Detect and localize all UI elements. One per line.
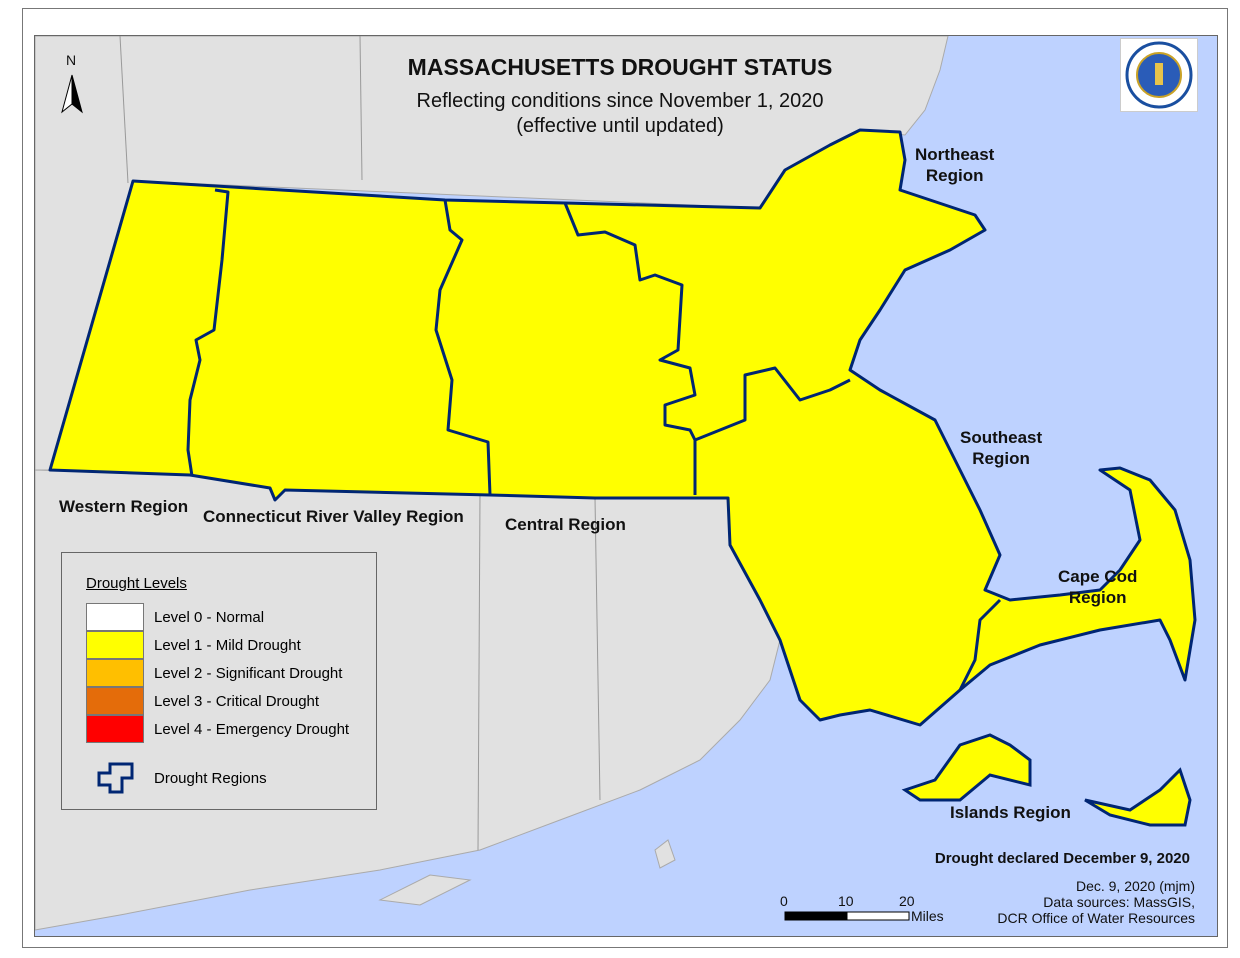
island-block [378, 874, 472, 906]
map-frame [22, 8, 1228, 948]
label-central-region: Central Region [505, 515, 626, 534]
legend-label: Drought Regions [154, 770, 267, 787]
label-line: Region [925, 166, 984, 185]
swatch-level-3 [86, 687, 144, 715]
marthas-vineyard [901, 733, 1032, 802]
legend-title: Drought Levels [86, 575, 187, 592]
massachusetts-seal [1120, 38, 1198, 112]
label-southeast-region: Southeast Region [960, 427, 1042, 469]
boundary-central-northeast [563, 202, 697, 495]
legend-label: Level 4 - Emergency Drought [154, 721, 350, 738]
swatch-level-4 [86, 715, 144, 743]
north-label: N [66, 52, 77, 68]
legend-label: Level 1 - Mild Drought [154, 637, 301, 654]
label-line: Northeast [915, 145, 995, 164]
map-title: MASSACHUSETTS DROUGHT STATUS [407, 54, 833, 80]
drought-region-outline-icon [97, 762, 134, 794]
legend: Drought Levels Level 0 - Normal Level 1 … [61, 552, 377, 810]
label-islands-region: Islands Region [950, 803, 1071, 822]
boundary-western-crv [186, 188, 230, 477]
state-borders [594, 497, 601, 801]
boundary-northeast-southeast [694, 366, 851, 442]
credit-sources: Data sources: MassGIS, [1043, 894, 1195, 910]
map-subtitle: Reflecting conditions since November 1, … [416, 90, 824, 112]
swatch-level-2 [86, 659, 144, 687]
north-arrow-icon [61, 74, 83, 114]
scale-tick: 10 [838, 893, 854, 909]
island-block-island [654, 839, 676, 869]
legend-label: Level 0 - Normal [154, 609, 265, 626]
label-line: Region [972, 449, 1030, 468]
label-line: Southeast [960, 428, 1043, 447]
boundary-crv-central [434, 199, 492, 496]
boundary-southeast-capecod [958, 598, 1002, 691]
scale-tick: 20 [899, 893, 915, 909]
scale-unit: Miles [911, 908, 944, 924]
label-line: Cape Cod [1058, 567, 1138, 586]
map-subtitle-2: (effective until updated) [516, 115, 724, 137]
scale-tick: 0 [780, 893, 788, 909]
state-borders [477, 494, 481, 851]
legend-label: Level 2 - Significant Drought [154, 665, 343, 682]
credit-date: Dec. 9, 2020 (mjm) [1075, 878, 1195, 894]
label-line: Region [1068, 588, 1127, 607]
label-western-region: Western Region [59, 497, 189, 516]
state-borders [119, 36, 129, 184]
drought-declared-note: Drought declared December 9, 2020 [934, 850, 1190, 867]
swatch-level-1 [86, 631, 144, 659]
scale-bar [784, 911, 910, 921]
credit-sources-2: DCR Office of Water Resources [997, 910, 1195, 926]
legend-label: Level 3 - Critical Drought [154, 693, 320, 710]
swatch-level-0 [86, 603, 144, 631]
label-northeast-region: Northeast Region [915, 144, 994, 186]
label-capecod-region: Cape Cod Region [1058, 566, 1137, 608]
seal-icon [1125, 41, 1193, 109]
state-borders [359, 36, 363, 181]
massachusetts-mainland [48, 128, 1197, 727]
nantucket [1084, 767, 1192, 827]
label-crv-region: Connecticut River Valley Region [203, 507, 464, 526]
